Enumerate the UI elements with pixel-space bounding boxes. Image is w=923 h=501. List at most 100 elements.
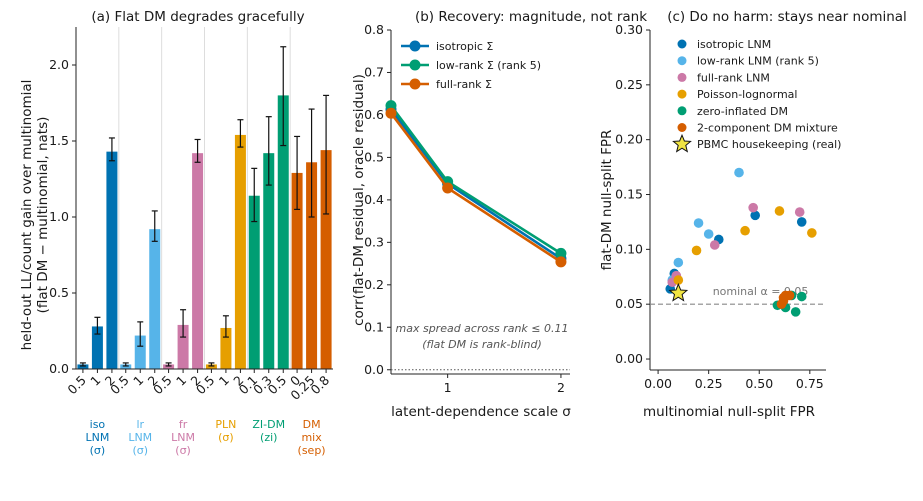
panel-a-group-label: (σ) — [132, 444, 148, 457]
panel-c-x-axis-label: multinomial null-split FPR — [643, 404, 815, 420]
panel-a-group-label: fr — [179, 418, 188, 431]
panel-b-legend-marker — [409, 59, 421, 71]
panel-b-title: (b) Recovery: magnitude, not rank — [415, 9, 647, 25]
panel-a-bar — [120, 364, 132, 369]
panel-c-point — [693, 218, 704, 228]
panel-c-point — [709, 240, 720, 250]
panel-c-legend-marker — [677, 39, 687, 49]
panel-c-x-tick-label: 0.75 — [796, 376, 824, 391]
panel-a-y-axis-label: held-out LL/count gain over multinomial … — [19, 80, 51, 351]
panel-b: (b) Recovery: magnitude, not rank corr(f… — [351, 9, 647, 420]
panel-a-bar — [306, 162, 318, 369]
panel-c-legend-label: low-rank LNM (rank 5) — [697, 55, 819, 68]
panel-b-annotation-line-1: max spread across rank ≤ 0.11 — [396, 322, 569, 335]
panel-a-bar — [291, 172, 303, 369]
panel-c-point — [734, 167, 744, 178]
panel-a-bar — [320, 150, 332, 369]
panel-c-y-tick-label: 0.15 — [615, 187, 643, 202]
panel-b-point — [385, 107, 397, 119]
panel-c-legend-marker — [677, 106, 687, 116]
panel-b-point — [385, 100, 397, 112]
panel-b-x-tick-label: 1 — [444, 380, 452, 395]
panel-a-title: (a) Flat DM degrades gracefully — [91, 9, 304, 25]
panel-c-point — [807, 228, 817, 238]
panel-a-group-label: DM — [303, 418, 321, 431]
panel-c-point — [703, 229, 714, 239]
panel-c-point — [784, 290, 795, 301]
panel-c-point — [673, 257, 684, 268]
panel-a-group-label: lr — [136, 418, 144, 431]
panel-a-bar — [177, 324, 189, 369]
panel-b-legend-marker — [409, 78, 421, 90]
panel-a-bar — [220, 327, 232, 369]
panel-a-group-label: (σ) — [218, 431, 234, 444]
panel-b-x-tick-label: 2 — [557, 380, 565, 395]
panel-a-bar — [134, 335, 146, 369]
panel-c-y-tick-label: 0.10 — [615, 241, 643, 256]
panel-a-bar — [205, 364, 217, 369]
panel-b-plot-area: 0.0 0.1 0.2 0.3 0.4 0.5 0.6 0.7 0.8 1 2 — [364, 22, 570, 395]
panel-c-y-tick-label: 0.25 — [615, 77, 643, 92]
panel-a-x-tick-label: 1 — [216, 373, 232, 389]
panel-a-bar — [106, 151, 118, 369]
panel-b-point — [555, 247, 567, 259]
panel-a-group-label: (sep) — [298, 444, 326, 457]
panel-a-group-label: LNM — [85, 431, 109, 444]
panel-c-legend-label: PBMC housekeeping (real) — [697, 138, 841, 151]
panel-b-y-tick-label: 0.6 — [364, 107, 384, 122]
panel-a-x-tick-label: 0.5 — [64, 373, 89, 398]
panel-c-point — [796, 291, 807, 302]
panel-c-point — [673, 275, 684, 285]
panel-b-legend-marker — [409, 40, 421, 52]
panel-a-x-tick-label: 1 — [87, 373, 103, 389]
panel-a-group-label: mix — [301, 431, 322, 444]
panel-a-y-tick-label: 2.0 — [49, 57, 69, 72]
panel-a-x-tick-label: 1 — [173, 373, 189, 389]
panel-c-star-point — [668, 282, 689, 302]
panel-a-bar — [248, 195, 260, 369]
panel-a-x-tick-label: 0.8 — [308, 372, 333, 397]
panel-c-legend-marker — [677, 72, 687, 82]
panel-b-legend-label: low-rank Σ (rank 5) — [436, 59, 541, 72]
panel-b-y-tick-label: 0.1 — [364, 319, 384, 334]
panel-c-point — [794, 207, 805, 217]
panel-b-legend-label: full-rank Σ — [436, 78, 492, 91]
panel-c-point — [790, 307, 801, 317]
panel-b-point — [442, 182, 454, 194]
panel-c-point — [750, 210, 760, 221]
panel-a-y-tick-label: 0.0 — [49, 361, 69, 376]
panel-a-group-label: PLN — [215, 418, 236, 431]
panel-a-y-axis-label-line-1: held-out LL/count gain over multinomial — [19, 80, 35, 351]
panel-a-bar — [234, 134, 246, 369]
panel-a-bar — [277, 95, 289, 370]
panel-c-y-axis-label: flat-DM null-split FPR — [599, 130, 615, 271]
panel-a-bar — [77, 364, 89, 369]
panel-a-bar — [192, 153, 204, 369]
panel-c-legend-marker — [677, 123, 687, 132]
panel-c-y-tick-label: 0.05 — [615, 296, 643, 311]
panel-b-y-tick-label: 0.3 — [364, 234, 384, 249]
panel-a-x-tick-label: 1 — [130, 373, 146, 389]
panel-a-group-label: LNM — [171, 431, 195, 444]
panel-c-x-tick-label: 0.25 — [695, 376, 723, 391]
panel-c-legend-label: full-rank LNM — [697, 71, 770, 84]
panel-a-group-label: (σ) — [175, 444, 191, 457]
panel-c-point — [774, 206, 785, 216]
panel-a-plot-area: 0.00.51.01.52.00.512isoLNM(σ)0.512lrLNM(… — [49, 27, 333, 457]
panel-b-y-axis-label: corr(flat-DM residual, oracle residual) — [351, 74, 367, 326]
panel-c-legend-label: isotropic LNM — [697, 38, 771, 51]
panel-a-group-label: ZI-DM — [252, 418, 285, 431]
panel-a-bar — [91, 326, 103, 369]
panel-b-y-tick-label: 0.8 — [364, 22, 384, 37]
panel-a-y-tick-label: 1.5 — [49, 133, 69, 148]
panel-c-y-tick-label: 0.00 — [615, 351, 643, 366]
panel-a-bar — [263, 153, 275, 369]
panel-a-group-label: LNM — [128, 431, 152, 444]
panel-c-legend-label: zero-inflated DM — [697, 105, 788, 118]
panel-c-legend-label: Poisson-lognormal — [697, 88, 797, 101]
panel-b-y-tick-label: 0.4 — [364, 192, 384, 207]
panel-a-y-axis-label-line-2: (flat DM − multinomial, nats) — [35, 117, 51, 314]
panel-a-bar — [163, 364, 175, 369]
panel-b-y-tick-label: 0.5 — [364, 149, 384, 164]
